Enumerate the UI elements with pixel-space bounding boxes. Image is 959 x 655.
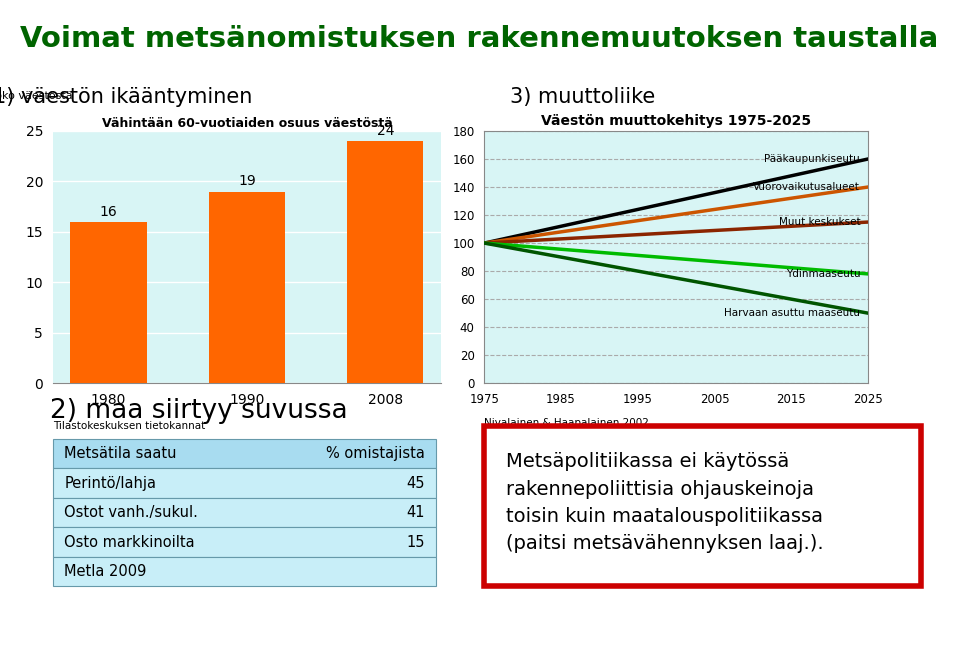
Text: METLA: METLA bbox=[856, 614, 930, 633]
Text: Metla 2009: Metla 2009 bbox=[64, 564, 147, 579]
Text: 2: 2 bbox=[476, 618, 483, 630]
Text: Osto markkinoilta: Osto markkinoilta bbox=[64, 534, 195, 550]
Text: 19: 19 bbox=[238, 174, 256, 189]
Text: % koko väestöstä: % koko väestöstä bbox=[0, 91, 73, 101]
Bar bbox=[53, 527, 436, 557]
Bar bbox=[53, 498, 436, 527]
Text: Perintö/lahja: Perintö/lahja bbox=[64, 476, 156, 491]
Bar bbox=[53, 439, 436, 468]
Text: % omistajista: % omistajista bbox=[326, 446, 425, 461]
Bar bbox=[53, 468, 436, 498]
Text: Tilastokeskuksen tietokannat: Tilastokeskuksen tietokannat bbox=[53, 421, 205, 431]
Title: Väestön muuttokehitys 1975-2025: Väestön muuttokehitys 1975-2025 bbox=[541, 115, 811, 128]
Text: 45: 45 bbox=[407, 476, 425, 491]
Text: Ydinmaaseutu: Ydinmaaseutu bbox=[785, 269, 860, 279]
Bar bbox=[53, 557, 436, 586]
Text: Harvaan asuttu maaseutu: Harvaan asuttu maaseutu bbox=[724, 308, 860, 318]
Text: Harri Hänninen 21.8.2009: Harri Hänninen 21.8.2009 bbox=[19, 618, 172, 630]
Bar bbox=[70, 222, 147, 383]
Text: Metsäpolitiikassa ei käytössä
rakennepoliittisia ohjauskeinoja
toisin kuin maata: Metsäpolitiikassa ei käytössä rakennepol… bbox=[506, 453, 824, 553]
Bar bbox=[347, 141, 424, 383]
Text: 24: 24 bbox=[377, 124, 394, 138]
Text: Muut keskukset: Muut keskukset bbox=[779, 217, 860, 227]
Text: Ostot vanh./sukul.: Ostot vanh./sukul. bbox=[64, 505, 199, 520]
Text: Pääkaupunkiseutu: Pääkaupunkiseutu bbox=[764, 154, 860, 164]
Text: Nivalainen & Haapalainen 2002: Nivalainen & Haapalainen 2002 bbox=[484, 419, 649, 428]
Text: 16: 16 bbox=[100, 205, 117, 219]
Text: Vuorovaikutusalueet: Vuorovaikutusalueet bbox=[754, 182, 860, 192]
Text: Voimat metsänomistuksen rakennemuutoksen taustalla: Voimat metsänomistuksen rakennemuutoksen… bbox=[20, 26, 939, 53]
Text: 41: 41 bbox=[407, 505, 425, 520]
Text: Metsätila saatu: Metsätila saatu bbox=[64, 446, 176, 461]
Title: Vähintään 60-vuotiaiden osuus väestöstä: Vähintään 60-vuotiaiden osuus väestöstä bbox=[102, 117, 392, 130]
Text: 3) muuttoliike: 3) muuttoliike bbox=[510, 86, 656, 107]
Text: 2) maa siirtyy suvussa: 2) maa siirtyy suvussa bbox=[50, 398, 348, 424]
Text: 15: 15 bbox=[407, 534, 425, 550]
Text: 1) väestön ikääntyminen: 1) väestön ikääntyminen bbox=[0, 86, 252, 107]
Bar bbox=[209, 191, 285, 383]
